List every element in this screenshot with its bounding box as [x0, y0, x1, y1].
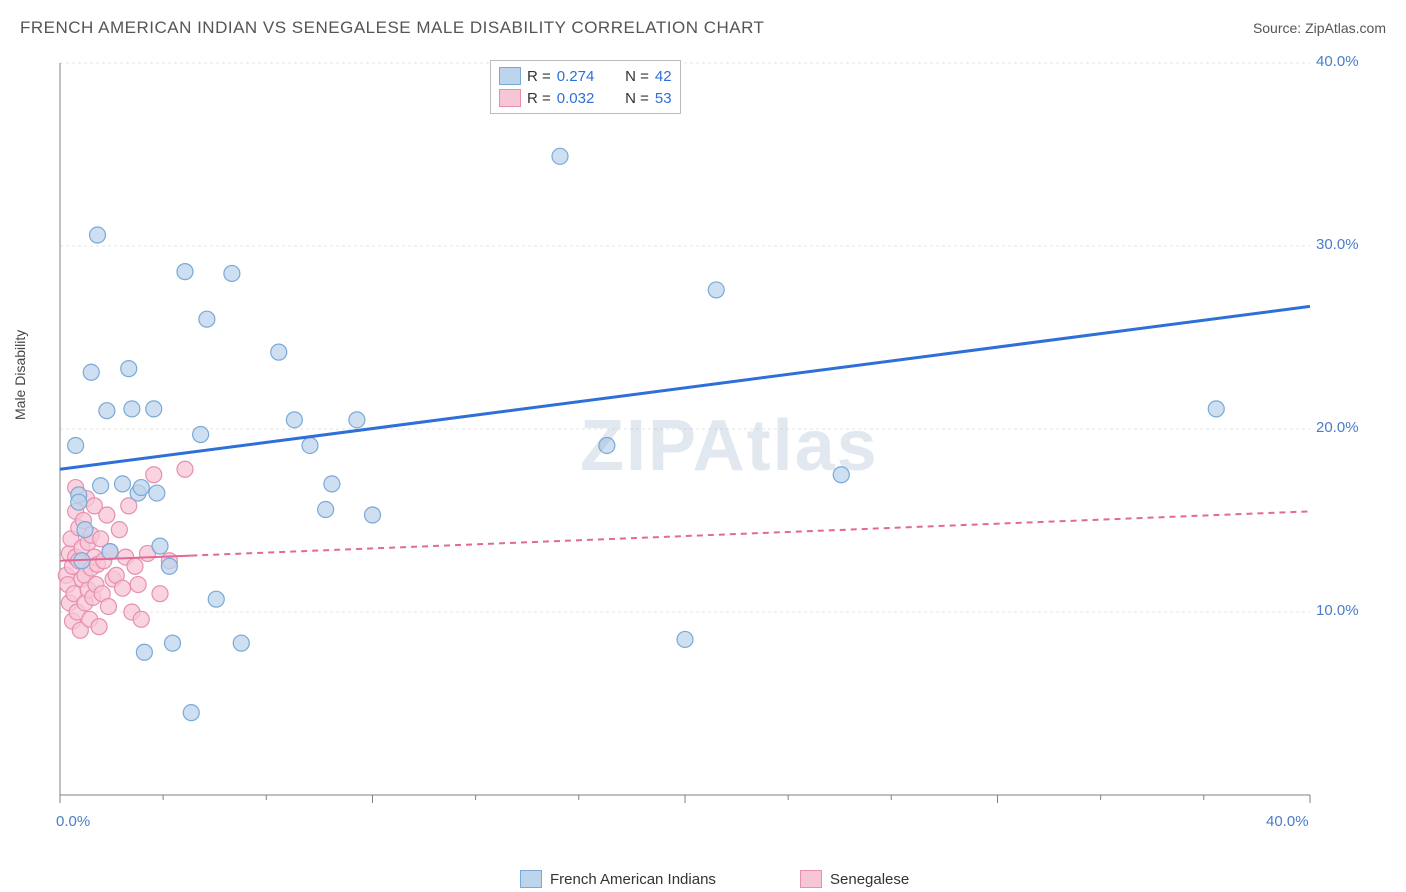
data-point [233, 635, 249, 651]
data-point [833, 467, 849, 483]
data-point [102, 544, 118, 560]
series-legend-1: French American Indians [520, 870, 716, 888]
data-point [286, 412, 302, 428]
data-point [121, 361, 137, 377]
data-point [127, 558, 143, 574]
legend-n-label: N = [617, 68, 649, 85]
legend-r-value: 0.274 [557, 68, 611, 85]
data-point [677, 631, 693, 647]
data-point [324, 476, 340, 492]
legend-r-value: 0.032 [557, 90, 611, 107]
data-point [161, 558, 177, 574]
data-point [146, 467, 162, 483]
data-point [271, 344, 287, 360]
data-point [136, 644, 152, 660]
legend-r-label: R = [527, 68, 551, 85]
data-point [77, 522, 93, 538]
series-name: French American Indians [550, 871, 716, 888]
data-point [177, 264, 193, 280]
legend-n-label: N = [617, 90, 649, 107]
plot-canvas [50, 55, 1370, 825]
data-point [83, 364, 99, 380]
legend-row: R = 0.032 N = 53 [499, 87, 672, 109]
y-tick-label: 10.0% [1316, 602, 1359, 619]
chart-title: FRENCH AMERICAN INDIAN VS SENEGALESE MAL… [20, 18, 764, 38]
x-tick-label: 0.0% [56, 813, 90, 830]
data-point [193, 426, 209, 442]
data-point [68, 437, 84, 453]
data-point [199, 311, 215, 327]
data-point [152, 538, 168, 554]
data-point [318, 502, 334, 518]
data-point [165, 635, 181, 651]
legend-row: R = 0.274 N = 42 [499, 65, 672, 87]
data-point [111, 522, 127, 538]
data-point [183, 705, 199, 721]
source-label: Source: ZipAtlas.com [1253, 20, 1386, 36]
y-tick-label: 40.0% [1316, 53, 1359, 70]
data-point [177, 461, 193, 477]
data-point [90, 227, 106, 243]
data-point [365, 507, 381, 523]
data-point [99, 403, 115, 419]
data-point [349, 412, 365, 428]
legend-n-value: 42 [655, 68, 672, 85]
data-point [599, 437, 615, 453]
data-point [115, 580, 131, 596]
y-axis-label: Male Disability [12, 330, 28, 420]
data-point [115, 476, 131, 492]
data-point [133, 611, 149, 627]
data-point [708, 282, 724, 298]
data-point [130, 577, 146, 593]
legend-r-label: R = [527, 90, 551, 107]
trend-line-extrapolated [191, 511, 1310, 555]
x-tick-label: 40.0% [1266, 813, 1309, 830]
legend-swatch [520, 870, 542, 888]
legend-swatch [499, 89, 521, 107]
data-point [149, 485, 165, 501]
series-legend-2: Senegalese [800, 870, 909, 888]
legend-n-value: 53 [655, 90, 672, 107]
y-tick-label: 30.0% [1316, 236, 1359, 253]
correlation-legend: R = 0.274 N = 42R = 0.032 N = 53 [490, 60, 681, 114]
data-point [302, 437, 318, 453]
legend-swatch [499, 67, 521, 85]
data-point [208, 591, 224, 607]
data-point [124, 401, 140, 417]
data-point [93, 478, 109, 494]
data-point [71, 494, 87, 510]
series-name: Senegalese [830, 871, 909, 888]
scatter-plot: ZIPAtlas R = 0.274 N = 42R = 0.032 N = 5… [50, 55, 1370, 825]
data-point [133, 480, 149, 496]
data-point [99, 507, 115, 523]
data-point [100, 599, 116, 615]
trend-line [60, 306, 1310, 469]
y-tick-label: 20.0% [1316, 419, 1359, 436]
data-point [552, 148, 568, 164]
data-point [91, 619, 107, 635]
legend-swatch [800, 870, 822, 888]
data-point [146, 401, 162, 417]
data-point [152, 586, 168, 602]
data-point [1208, 401, 1224, 417]
data-point [224, 265, 240, 281]
